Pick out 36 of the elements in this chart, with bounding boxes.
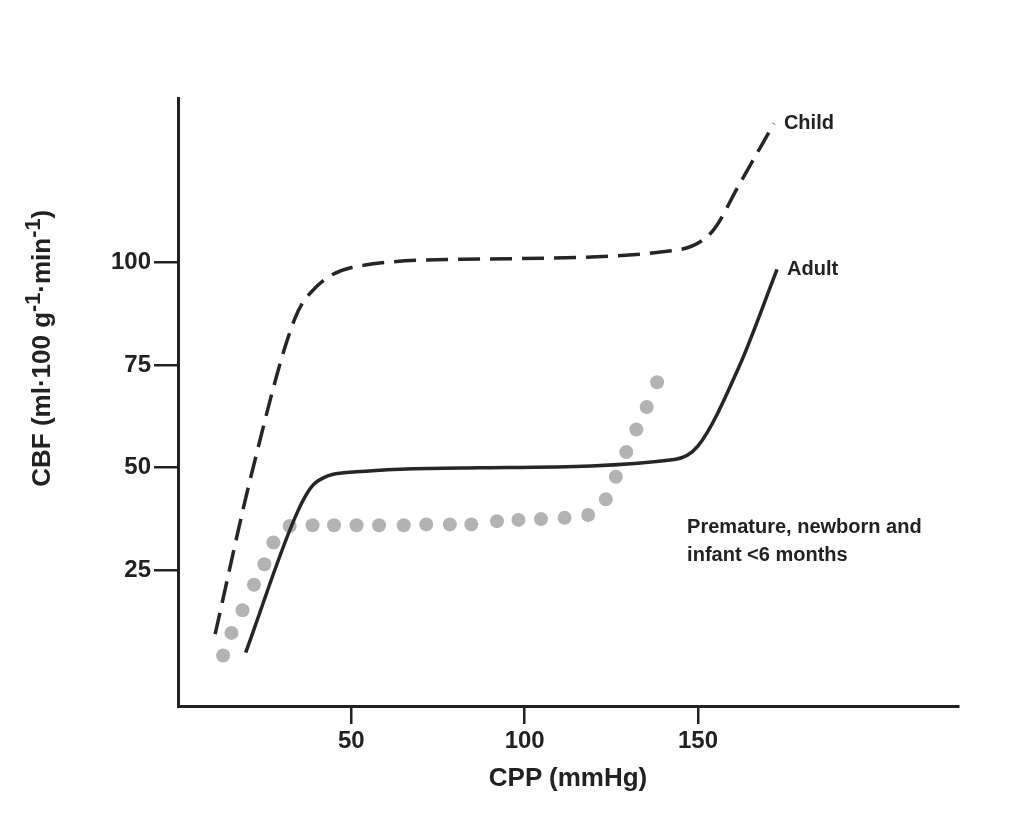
point (246, 577, 261, 592)
point (257, 557, 272, 572)
x-tick-label: 50 (338, 726, 365, 754)
point (489, 514, 504, 529)
point (650, 375, 665, 390)
x-axis-title: CPP (mmHg) (488, 761, 648, 792)
y-tick-label: 100 (111, 246, 152, 274)
point (533, 512, 548, 527)
point (511, 512, 526, 527)
point (235, 603, 250, 618)
point (372, 518, 387, 533)
point (639, 399, 654, 414)
point (327, 518, 342, 533)
y-tick-label: 25 (124, 555, 152, 583)
point (619, 445, 634, 460)
point (629, 422, 644, 437)
point (305, 518, 320, 533)
point (419, 517, 434, 532)
x-tick-label: 150 (677, 726, 719, 754)
series-label: Adult (787, 256, 839, 279)
point (266, 535, 281, 550)
series-label: Child (783, 110, 834, 133)
text: Premature, newborn and infant <6 months (687, 515, 922, 566)
point (396, 518, 411, 533)
point (581, 507, 596, 522)
point (349, 518, 364, 533)
point (442, 517, 457, 532)
point (598, 492, 613, 507)
y-tick-label: 50 (124, 452, 152, 480)
point (464, 517, 479, 532)
point (216, 648, 231, 663)
point (557, 510, 572, 525)
point (608, 469, 623, 484)
x-tick-label: 100 (504, 726, 545, 754)
point (224, 625, 239, 640)
y-tick-label: 75 (124, 349, 152, 377)
